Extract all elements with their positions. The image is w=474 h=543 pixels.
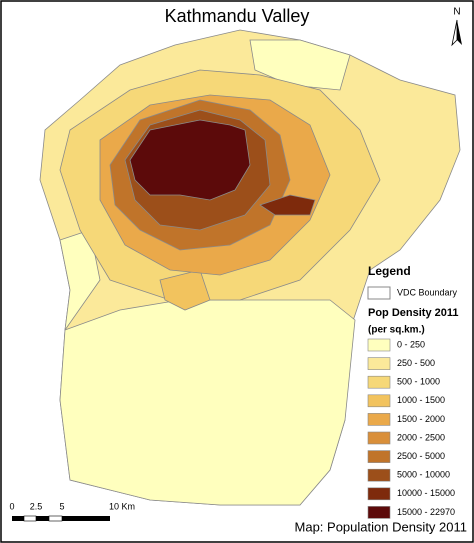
legend-swatch	[367, 413, 391, 426]
north-arrow-right	[457, 20, 462, 45]
legend-label: 1000 - 1500	[397, 395, 445, 405]
legend-swatch	[367, 394, 391, 408]
vdc-region	[259, 194, 316, 216]
scale-segment	[36, 516, 49, 521]
legend-swatch	[367, 338, 391, 352]
scale-bar: 0 2.5 5 10 Km	[9, 501, 135, 522]
boundary-swatch	[367, 286, 391, 300]
legend-label: 10000 - 15000	[397, 488, 455, 498]
legend-swatch	[367, 487, 391, 501]
map-caption: Map: Population Density 2011	[295, 519, 467, 534]
legend-swatch	[367, 506, 391, 519]
scale-label: 0	[9, 501, 14, 511]
legend-unit: (per sq.km.)	[368, 325, 425, 336]
legend-label: 2000 - 2500	[397, 432, 445, 442]
legend-label: 250 - 500	[397, 358, 435, 368]
scale-label: 5	[59, 501, 64, 511]
legend: Legend VDC Boundary Pop Density 2011 (pe…	[367, 264, 459, 519]
scale-label: 10 Km	[109, 501, 135, 511]
legend-label: 0 - 250	[397, 339, 425, 349]
legend-title: Legend	[368, 264, 411, 278]
legend-swatch	[367, 431, 391, 445]
scale-segment	[23, 515, 37, 522]
legend-label: 1500 - 2000	[397, 414, 445, 424]
north-arrow-left	[451, 19, 458, 47]
legend-label: 2500 - 5000	[397, 451, 445, 461]
scale-segment	[48, 515, 63, 522]
vdc-region	[249, 39, 351, 91]
scale-segment	[12, 516, 24, 521]
legend-label: 15000 - 22970	[397, 507, 455, 517]
boundary-label: VDC Boundary	[397, 287, 458, 297]
legend-heading: Pop Density 2011	[368, 307, 459, 319]
north-label: N	[453, 7, 460, 18]
map-title: Kathmandu Valley	[165, 6, 310, 26]
vdc-regions	[39, 29, 461, 506]
legend-label: 500 - 1000	[397, 377, 440, 387]
legend-swatch	[367, 450, 391, 463]
legend-swatch	[367, 468, 391, 482]
vdc-region	[59, 299, 356, 506]
vdc-region	[129, 119, 251, 201]
scale-label: 2.5	[30, 501, 43, 511]
scale-segment	[62, 516, 110, 521]
legend-swatch	[367, 357, 391, 370]
north-arrow: N	[451, 7, 462, 47]
legend-swatch	[367, 375, 391, 389]
legend-label: 5000 - 10000	[397, 470, 450, 480]
